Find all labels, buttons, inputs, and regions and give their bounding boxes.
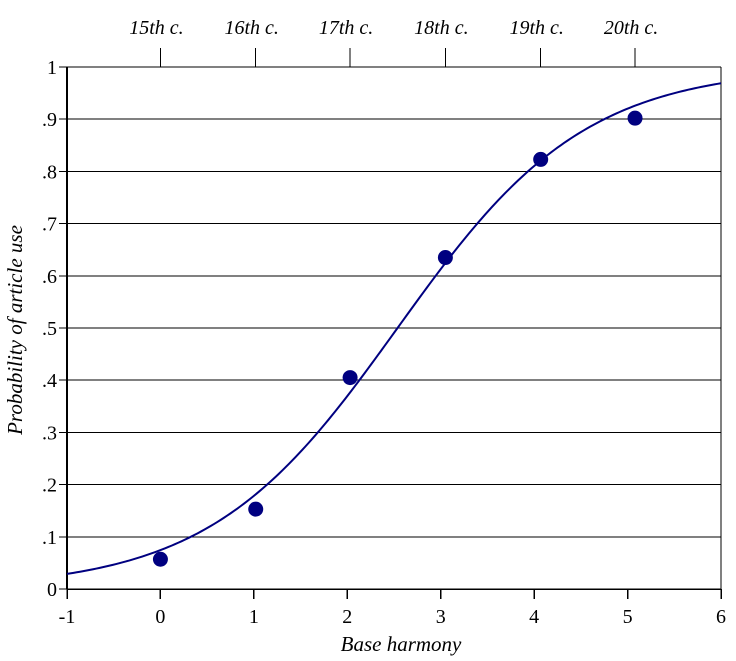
x-tick-label: 3 <box>436 606 446 628</box>
x-tick-label: 0 <box>155 606 165 628</box>
century-label: 18th c. <box>414 17 468 39</box>
x-axis-title: Base harmony <box>341 632 462 656</box>
plot-frame <box>66 66 722 590</box>
y-tick-label: .3 <box>42 422 57 444</box>
data-point <box>437 250 453 266</box>
x-tick-label: 2 <box>342 606 352 628</box>
y-tick-label: .7 <box>42 214 57 236</box>
y-tick-label: .5 <box>42 318 57 340</box>
y-axis-ticks: 0 .1 .2 .3 .4 .5 .6 .7 .8 .9 1 <box>42 57 67 601</box>
y-tick-label: 0 <box>47 579 57 601</box>
century-label: 19th c. <box>509 17 563 39</box>
data-points <box>152 110 643 567</box>
century-label: 15th c. <box>129 17 183 39</box>
y-tick-label: .2 <box>42 475 57 497</box>
gridlines <box>67 66 721 538</box>
y-tick-label: .1 <box>42 527 57 549</box>
x-tick-label: 1 <box>249 606 259 628</box>
x-tick-label: 4 <box>529 606 539 628</box>
y-tick-label: .6 <box>42 266 57 288</box>
x-tick-label: 5 <box>623 606 633 628</box>
x-axis-ticks: -1 0 1 2 3 4 5 6 <box>59 589 726 628</box>
century-label: 20th c. <box>604 17 658 39</box>
data-point <box>152 551 168 567</box>
data-point <box>533 151 549 167</box>
data-point <box>342 370 358 386</box>
data-point <box>248 501 264 517</box>
x-tick-label: -1 <box>59 606 76 628</box>
y-tick-label: .8 <box>42 161 57 183</box>
data-point <box>627 110 643 126</box>
logistic-fit-curve <box>66 82 722 575</box>
top-axis-century-ticks: 15th c. 16th c. 17th c. 18th c. 19th c. 20th … <box>129 17 658 67</box>
y-tick-label: .4 <box>42 370 57 392</box>
century-label: 16th c. <box>225 17 279 39</box>
y-tick-label: 1 <box>47 57 57 79</box>
century-label: 17th c. <box>319 17 373 39</box>
x-tick-label: 6 <box>716 606 726 628</box>
y-tick-label: .9 <box>42 109 57 131</box>
y-axis-title: Probability of article use <box>3 225 27 436</box>
